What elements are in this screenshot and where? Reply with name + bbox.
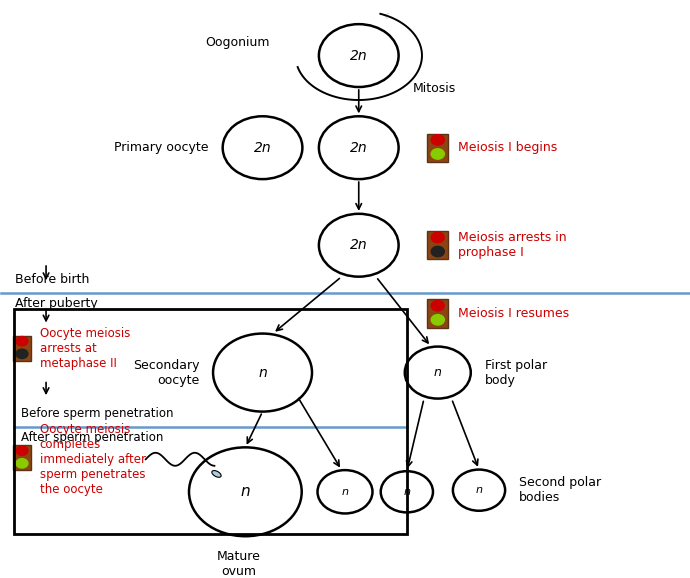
Text: Mitosis: Mitosis [413,81,455,95]
Circle shape [431,232,444,243]
Text: 2n: 2n [350,49,368,62]
FancyBboxPatch shape [428,231,448,260]
Text: Secondary
oocyte: Secondary oocyte [132,358,199,387]
Text: n: n [342,487,348,497]
Text: n: n [404,487,411,497]
Text: After sperm penetration: After sperm penetration [21,431,163,444]
Text: 2n: 2n [254,140,271,155]
Circle shape [16,458,28,468]
Text: n: n [258,365,267,380]
Text: Mature
ovum: Mature ovum [217,550,260,578]
Text: Before birth: Before birth [15,273,90,287]
Text: Meiosis I resumes: Meiosis I resumes [458,307,569,320]
Ellipse shape [212,470,221,477]
FancyBboxPatch shape [428,299,448,328]
Text: Primary oocyte: Primary oocyte [115,141,209,154]
Circle shape [431,301,444,311]
Text: Oogonium: Oogonium [205,35,269,49]
Circle shape [431,246,444,257]
Text: After puberty: After puberty [15,297,98,310]
FancyBboxPatch shape [12,445,31,470]
Text: Before sperm penetration: Before sperm penetration [21,407,173,420]
Text: Oocyte meiosis
completes
immediately after
sperm penetrates
the oocyte: Oocyte meiosis completes immediately aft… [40,423,146,496]
Text: 2n: 2n [350,238,368,252]
Text: Meiosis I begins: Meiosis I begins [458,141,558,154]
Circle shape [16,336,28,346]
Text: n: n [475,485,482,495]
Text: First polar
body: First polar body [484,358,546,387]
Text: Oocyte meiosis
arrests at
metaphase II: Oocyte meiosis arrests at metaphase II [40,327,130,370]
Text: n: n [434,366,442,379]
Text: Meiosis arrests in
prophase I: Meiosis arrests in prophase I [458,231,567,260]
Circle shape [431,314,444,325]
FancyBboxPatch shape [12,335,31,361]
Circle shape [431,135,444,145]
Circle shape [16,349,28,358]
Circle shape [431,149,444,159]
Text: n: n [241,484,250,499]
Circle shape [16,446,28,455]
Text: 2n: 2n [350,140,368,155]
Text: Second polar
bodies: Second polar bodies [519,476,601,504]
FancyBboxPatch shape [428,134,448,162]
